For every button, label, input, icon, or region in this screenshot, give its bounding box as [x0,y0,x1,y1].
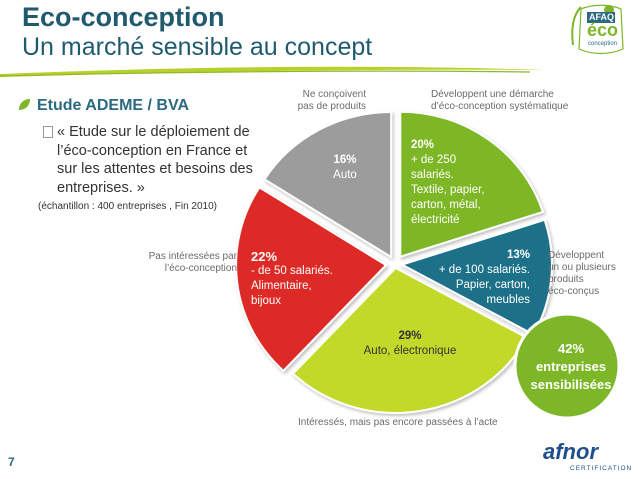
study-sample: (échantillon : 400 entreprises , Fin 201… [38,201,217,212]
category-label-no-products: Ne conçoivent pas de produits [297,89,366,112]
header-swoosh [0,66,545,77]
leaf-bullet-icon [19,99,30,110]
page-subtitle: Un marché sensible au concept [22,33,373,61]
slice-label-20: 20% + de 250 salariés. Textile, papier, car… [411,139,485,226]
category-label-not-interested: Pas intéressées par l’éco-conception [148,251,237,274]
category-label-systematic: Développent une démarche d’éco-conception… [431,89,569,112]
page-title: Eco-conception [22,2,225,32]
afaq-eco-logo [571,4,624,55]
slice-label-13: 13% + de 100 salariés. Papier, carton, meu… [438,249,530,306]
category-label-ecodesigned: Développent un ou plusieurs produits éco-co… [548,250,616,297]
category-label-interested: Intéressés, mais pas encore passées à l’… [298,417,498,428]
afnor-certification: CERTIFICATION [570,465,633,472]
afnor-logo: afnor [543,439,598,464]
study-description: « Etude sur le déploiement de l’éco-conc… [57,124,253,196]
page-number: 7 [8,455,15,469]
study-label: Etude ADEME / BVA [37,97,190,114]
pie-slice-20 [399,110,545,259]
afaq-logo-text: AFAQ [589,12,615,22]
checkbox-bullet-icon [43,126,53,138]
afaq-conception-text: conception [588,41,618,47]
pie-slice-22 [235,186,388,373]
callout-text: 42% entreprises sensibilisées [530,341,612,392]
slice-label-22: 22% - de 50 salariés. Alimentaire, bijoux [251,249,333,307]
slice-label-16: 16% Auto [333,154,357,181]
slice-label-29: 29% Auto, électronique [363,330,457,357]
pie-slice-29 [291,266,529,414]
pie-slice-16 [263,110,393,259]
afaq-eco-text: éco [587,20,619,40]
